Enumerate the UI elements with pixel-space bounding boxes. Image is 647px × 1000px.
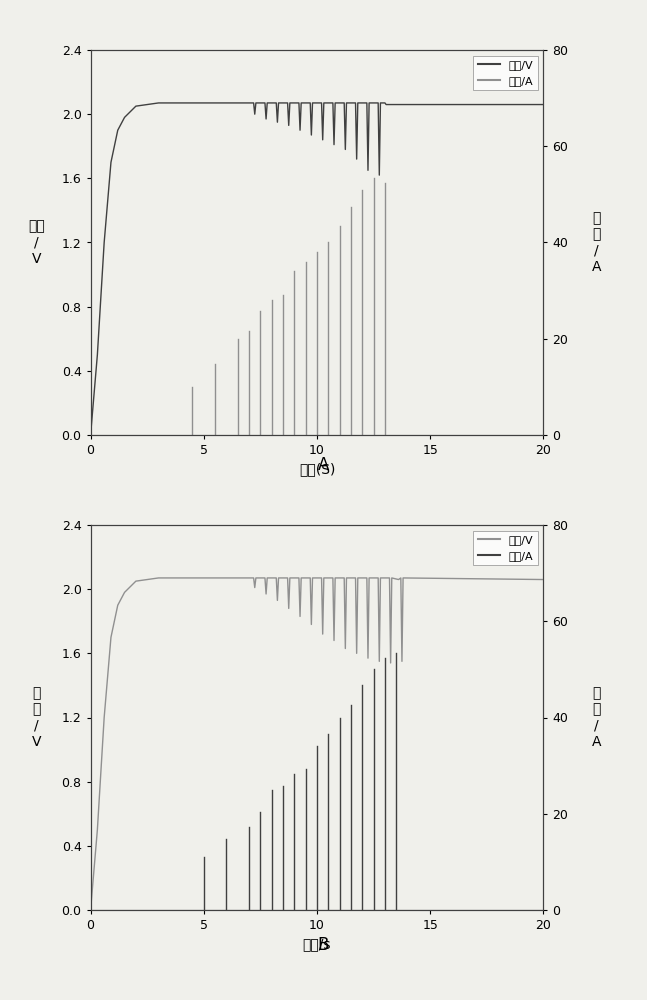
Text: B: B [318,936,329,954]
Legend: 电压/V, 电流/A: 电压/V, 电流/A [474,531,538,565]
Y-axis label: 电压
/
V: 电压 / V [28,219,45,266]
X-axis label: 时间(S): 时间(S) [299,463,335,477]
Y-axis label: 电
流
/
A: 电 流 / A [591,211,601,274]
Y-axis label: 电
压
/
V: 电 压 / V [32,686,41,749]
X-axis label: 时间/s: 时间/s [303,938,331,952]
Y-axis label: 电
流
/
A: 电 流 / A [591,686,601,749]
Legend: 电压/V, 电流/A: 电压/V, 电流/A [474,56,538,90]
Text: A: A [318,456,329,474]
